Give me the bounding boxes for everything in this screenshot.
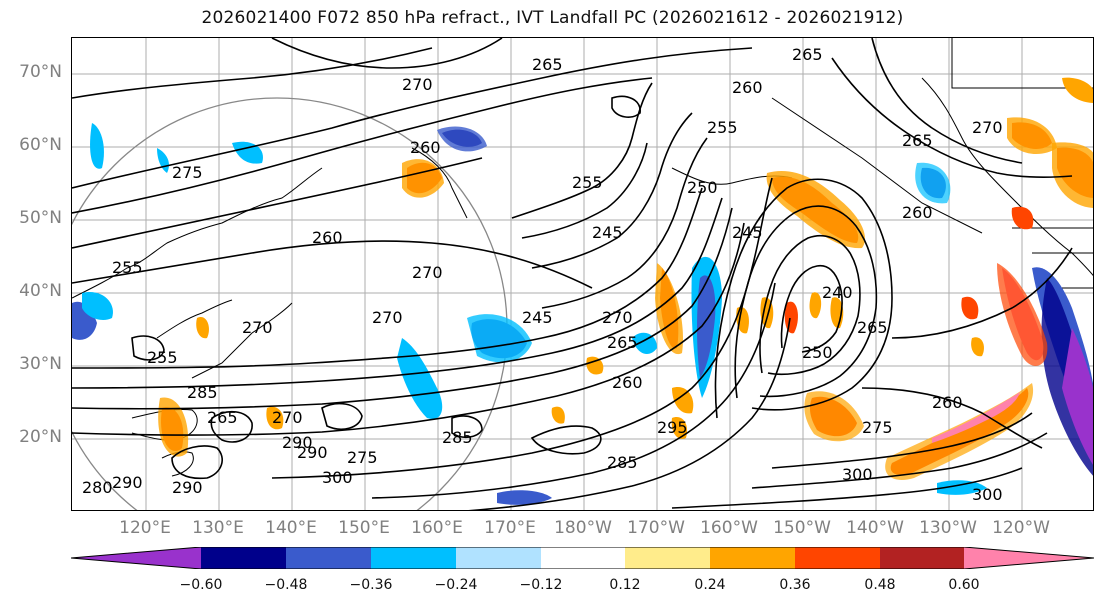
colorbar-tick: 0.60 [948, 577, 980, 593]
colorbar-tick: 0.24 [694, 577, 726, 593]
contour-label: 260 [932, 393, 963, 412]
contour-label: 265 [607, 333, 638, 352]
colorbar-bin [880, 547, 964, 569]
contour-label: 275 [347, 448, 378, 467]
refractivity-contours [72, 38, 1073, 510]
contour-label: 295 [657, 418, 688, 437]
map-title: 2026021400 F072 850 hPa refract., IVT La… [201, 8, 904, 28]
contour-label: 290 [282, 433, 313, 452]
contour-label: 285 [442, 428, 473, 447]
colorbar-tick: −0.48 [264, 577, 308, 593]
contour-label: 275 [862, 418, 893, 437]
contour-label: 280 [82, 478, 113, 497]
contour-label: 260 [410, 138, 441, 157]
lon-label-170w: 170°W [627, 518, 685, 538]
lon-label-130e: 130°E [192, 518, 244, 538]
contour-label: 270 [372, 308, 403, 327]
contour-labels: 270 265 265 260 255 275 260 255 245 260 … [82, 45, 1003, 504]
contour-label: 260 [732, 78, 763, 97]
contour-label: 265 [902, 131, 933, 150]
contour-label: 265 [532, 55, 563, 74]
colorbar-tick: −0.24 [434, 577, 478, 593]
colorbar-bin [710, 547, 795, 569]
contour-label: 290 [112, 473, 143, 492]
contour-label: 290 [297, 443, 328, 462]
contour-label: 265 [207, 408, 238, 427]
lat-label-60n: 60°N [19, 135, 62, 155]
contour-label: 250 [802, 343, 833, 362]
colorbar-tick: −0.12 [519, 577, 563, 593]
colorbar-bin [201, 547, 286, 569]
colorbar-arrow-low [71, 547, 201, 569]
contour-label: 255 [572, 173, 603, 192]
contour-label: 300 [842, 465, 873, 484]
colorbar-tick: −0.60 [179, 577, 223, 593]
contour-label: 255 [112, 258, 143, 277]
contour-label: 245 [592, 223, 623, 242]
map-canvas: 270 265 265 260 255 275 260 255 245 260 … [72, 38, 1093, 510]
lon-label-120e: 120°E [119, 518, 171, 538]
contour-label: 275 [172, 163, 203, 182]
lon-label-160e: 160°E [411, 518, 463, 538]
lat-label-30n: 30°N [19, 354, 62, 374]
map-panel[interactable]: 270 265 265 260 255 275 260 255 245 260 … [71, 37, 1094, 511]
lon-label-130w: 130°W [919, 518, 977, 538]
contour-label: 270 [972, 118, 1003, 137]
contour-label: 285 [187, 383, 218, 402]
colorbar-bin [795, 547, 880, 569]
lon-label-150e: 150°E [338, 518, 390, 538]
contour-label: 260 [612, 373, 643, 392]
contour-label: 260 [902, 203, 933, 222]
lat-label-40n: 40°N [19, 281, 62, 301]
colorbar-bin [541, 547, 625, 569]
lon-label-170e: 170°E [484, 518, 536, 538]
lon-label-140w: 140°W [846, 518, 904, 538]
contour-label: 260 [312, 228, 343, 247]
contour-label: 300 [322, 468, 353, 487]
contour-label: 250 [687, 178, 718, 197]
colorbar-tick: 0.12 [609, 577, 641, 593]
contour-label: 255 [147, 348, 178, 367]
colorbar-bin [625, 547, 710, 569]
colorbar-tick: 0.48 [864, 577, 896, 593]
lon-label-150w: 150°W [773, 518, 831, 538]
contour-label: 265 [792, 45, 823, 64]
lon-label-180w: 180°W [554, 518, 612, 538]
colorbar-bin [456, 547, 541, 569]
anomaly-fields [72, 77, 1093, 505]
contour-label: 300 [972, 485, 1003, 504]
contour-label: 245 [522, 308, 553, 327]
colorbar-bin [286, 547, 371, 569]
colorbar-tick: 0.36 [779, 577, 811, 593]
colorbar [71, 547, 1094, 569]
colorbar-bin [371, 547, 456, 569]
contour-label: 270 [242, 318, 273, 337]
contour-label: 245 [732, 223, 763, 242]
lat-label-20n: 20°N [19, 427, 62, 447]
contour-label: 290 [172, 478, 203, 497]
contour-label: 270 [602, 308, 633, 327]
lat-label-50n: 50°N [19, 208, 62, 228]
contour-label: 270 [412, 263, 443, 282]
lon-label-140e: 140°E [265, 518, 317, 538]
colorbar-tick: −0.36 [349, 577, 393, 593]
contour-label: 270 [272, 408, 303, 427]
contour-label: 255 [707, 118, 738, 137]
contour-label: 240 [822, 283, 853, 302]
lon-label-120w: 120°W [992, 518, 1050, 538]
lon-label-160w: 160°W [700, 518, 758, 538]
contour-label: 265 [857, 318, 888, 337]
contour-label: 270 [402, 75, 433, 94]
colorbar-arrow-high [964, 547, 1094, 569]
contour-label: 285 [607, 453, 638, 472]
lat-label-70n: 70°N [19, 62, 62, 82]
